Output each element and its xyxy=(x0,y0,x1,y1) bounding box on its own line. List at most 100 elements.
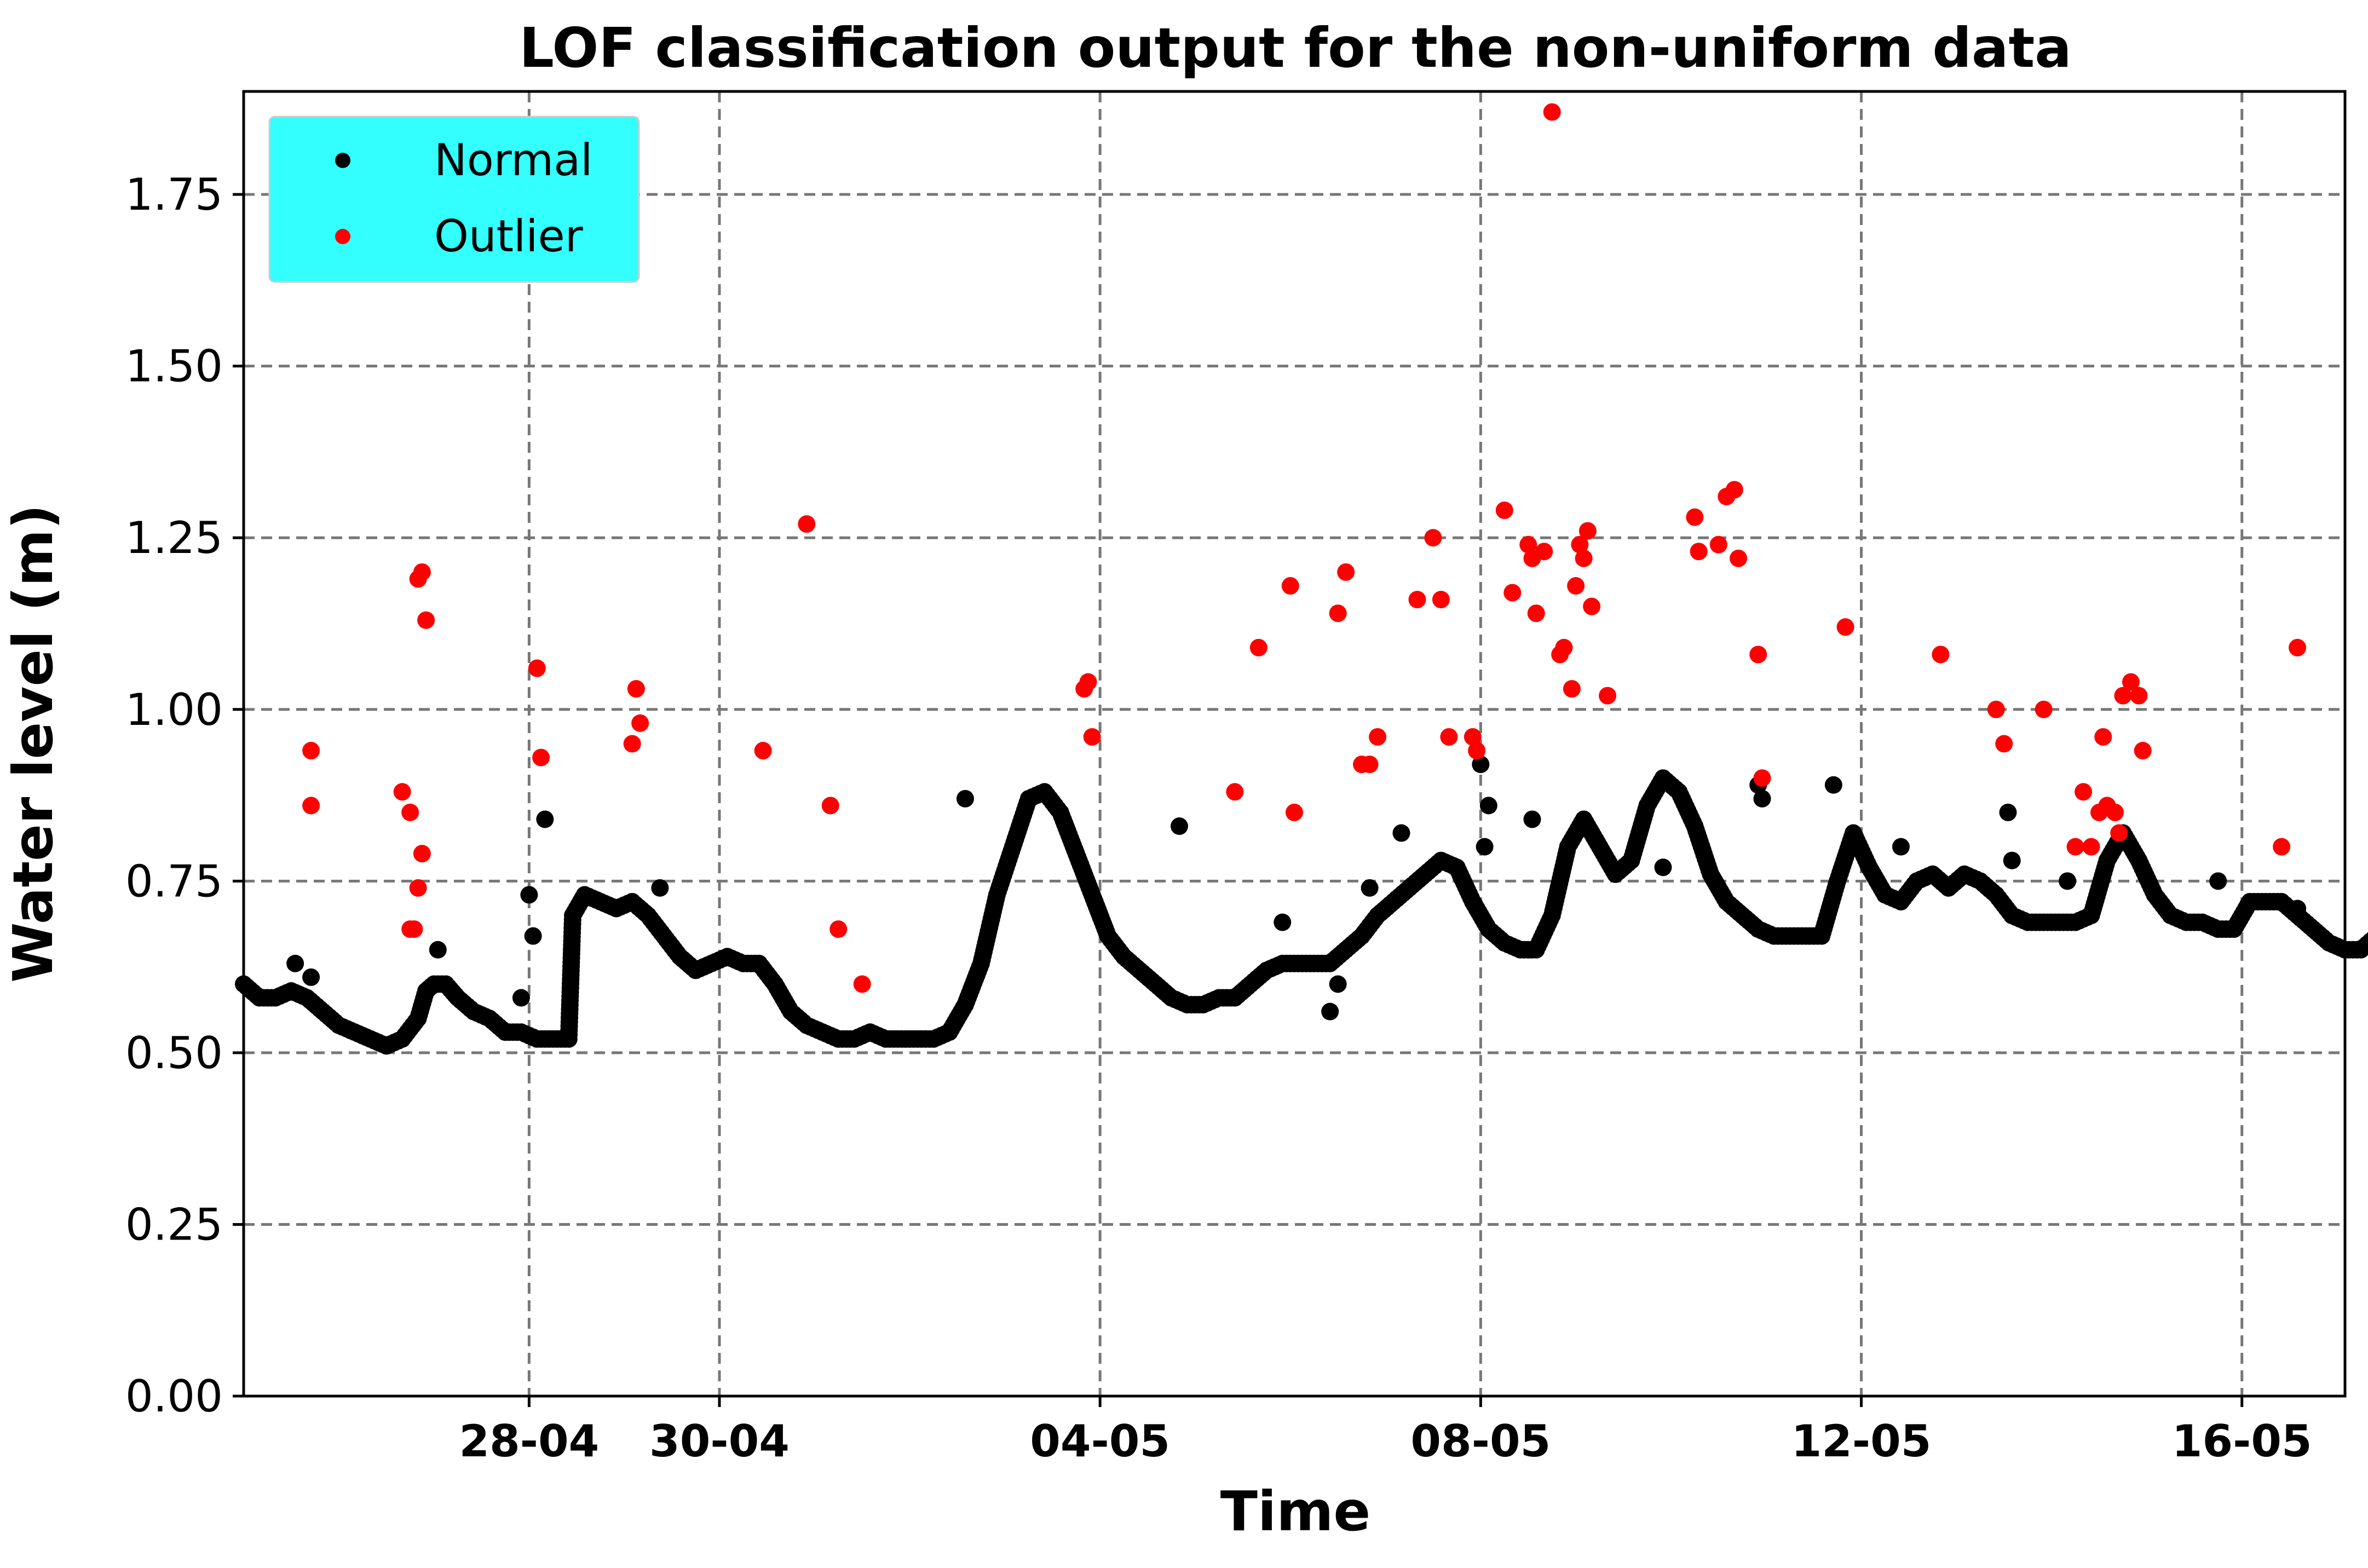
x-axis-label: Time xyxy=(1220,1479,1371,1543)
outlier-point xyxy=(1690,543,1708,561)
normal-point xyxy=(651,879,669,897)
legend-marker-normal xyxy=(335,153,350,168)
outlier-point xyxy=(2066,838,2084,856)
normal-point xyxy=(1476,838,1494,856)
outlier-point xyxy=(1249,638,1267,656)
outlier-point xyxy=(853,975,871,993)
outlier-point xyxy=(1226,783,1244,801)
y-tick-label: 1.25 xyxy=(125,512,223,563)
x-tick-label: 16-05 xyxy=(2172,1416,2312,1467)
normal-point xyxy=(956,789,974,808)
outlier-point xyxy=(1932,645,1950,664)
outlier-point xyxy=(1329,604,1347,622)
normal-point xyxy=(2003,851,2021,869)
outlier-point xyxy=(1686,508,1704,526)
outlier-point xyxy=(302,797,320,815)
normal-point xyxy=(1321,1002,1339,1021)
outlier-point xyxy=(393,783,411,801)
normal-point xyxy=(512,989,530,1007)
outlier-point xyxy=(302,742,320,760)
outlier-point xyxy=(1725,481,1743,499)
outlier-point xyxy=(1424,529,1442,547)
normal-point xyxy=(1999,803,2017,821)
outlier-point xyxy=(1361,756,1379,774)
outlier-point xyxy=(1535,543,1553,561)
outlier-point xyxy=(1281,577,1299,595)
outlier-point xyxy=(821,797,839,815)
outlier-point xyxy=(1749,645,1767,664)
outlier-point xyxy=(1503,584,1522,602)
y-tick-label: 1.50 xyxy=(125,341,223,392)
outlier-point xyxy=(2075,783,2093,801)
outlier-point xyxy=(532,748,550,766)
outlier-point xyxy=(2094,728,2112,746)
outlier-point xyxy=(1527,604,1545,622)
normal-point xyxy=(536,810,554,828)
normal-point xyxy=(1329,975,1347,993)
normal-point xyxy=(1479,797,1497,815)
outlier-point xyxy=(1337,563,1355,581)
outlier-point xyxy=(1709,535,1727,554)
outlier-point xyxy=(1578,522,1597,540)
normal-point xyxy=(520,886,538,904)
normal-trace-point xyxy=(2365,932,2368,946)
outlier-point xyxy=(417,611,435,629)
outlier-point xyxy=(627,680,645,698)
outlier-point xyxy=(1987,700,2005,718)
normal-points xyxy=(235,756,2368,1055)
y-tick-label: 0.00 xyxy=(125,1371,223,1422)
legend-box xyxy=(268,116,640,283)
x-tick-label: 28-04 xyxy=(459,1416,599,1467)
outlier-point xyxy=(1753,769,1771,787)
normal-point xyxy=(1170,817,1188,835)
y-tick-label: 0.25 xyxy=(125,1199,223,1250)
legend: Normal Outlier xyxy=(268,116,640,283)
outlier-point xyxy=(413,845,431,863)
outlier-point xyxy=(2035,700,2053,718)
outlier-point xyxy=(2134,742,2152,760)
outlier-point xyxy=(1369,728,1387,746)
normal-point xyxy=(1753,789,1771,808)
legend-label-normal: Normal xyxy=(434,135,592,186)
outlier-point xyxy=(829,920,848,938)
outlier-point xyxy=(2122,673,2140,691)
y-tick-label: 1.75 xyxy=(125,169,223,220)
outlier-point xyxy=(409,879,427,897)
outlier-point xyxy=(405,920,423,938)
normal-point xyxy=(1274,913,1292,931)
normal-point xyxy=(1824,776,1842,794)
normal-point xyxy=(1361,879,1379,897)
outlier-point xyxy=(413,563,431,581)
plot-frame xyxy=(242,90,2347,1398)
outlier-point xyxy=(1563,680,1581,698)
outlier-point xyxy=(1495,501,1513,520)
outlier-point xyxy=(1543,103,1561,121)
normal-point xyxy=(1392,824,1410,842)
chart-title: LOF classification output for the non-un… xyxy=(519,16,2072,80)
outlier-point xyxy=(1468,742,1486,760)
x-tick-label: 30-04 xyxy=(649,1416,790,1467)
normal-point xyxy=(1472,756,1490,774)
outlier-point xyxy=(1995,735,2013,753)
normal-point xyxy=(2059,872,2077,890)
outlier-point xyxy=(798,515,816,533)
outlier-point xyxy=(2289,638,2307,656)
legend-label-outlier: Outlier xyxy=(434,211,583,262)
outlier-point xyxy=(401,803,419,821)
outlier-point xyxy=(631,714,649,732)
normal-point xyxy=(429,941,447,959)
outlier-point xyxy=(1571,535,1589,554)
outlier-point xyxy=(1432,591,1450,609)
outlier-point xyxy=(1555,638,1573,656)
outlier-point xyxy=(2110,824,2128,842)
outlier-point xyxy=(1519,535,1537,554)
outlier-point xyxy=(1464,728,1482,746)
normal-point xyxy=(1654,858,1672,877)
outlier-point xyxy=(1599,687,1617,705)
outlier-point xyxy=(2273,838,2291,856)
outlier-point xyxy=(754,742,772,760)
y-axis-label: Water level (m) xyxy=(1,504,65,983)
outlier-point xyxy=(1730,549,1748,567)
y-tick-label: 0.75 xyxy=(125,856,223,907)
